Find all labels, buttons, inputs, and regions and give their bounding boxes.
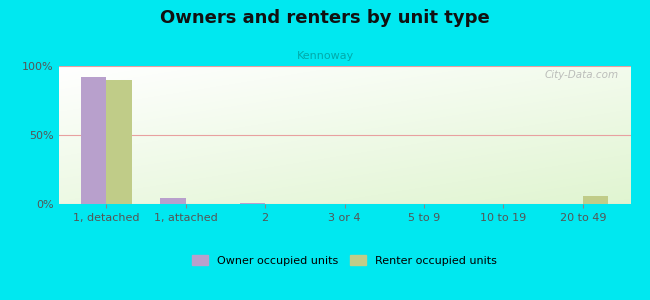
Legend: Owner occupied units, Renter occupied units: Owner occupied units, Renter occupied un… bbox=[187, 251, 502, 271]
Text: Owners and renters by unit type: Owners and renters by unit type bbox=[160, 9, 490, 27]
Bar bbox=[106, 80, 131, 204]
Text: City-Data.com: City-Data.com bbox=[545, 70, 619, 80]
Bar bbox=[81, 77, 106, 204]
Text: Kennoway: Kennoway bbox=[296, 51, 354, 61]
Bar bbox=[583, 196, 608, 204]
Bar bbox=[160, 199, 186, 204]
Bar bbox=[240, 203, 265, 204]
